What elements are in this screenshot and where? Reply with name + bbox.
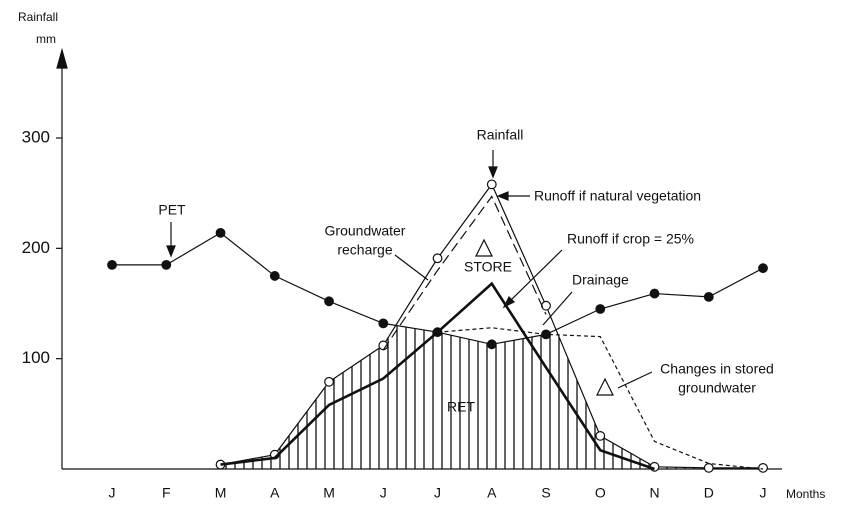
series-line — [382, 195, 547, 351]
series-line — [437, 327, 764, 470]
x-axis-label: Months — [786, 487, 825, 501]
series-label: Runoff if natural vegetation — [534, 188, 701, 204]
point — [107, 259, 117, 270]
point — [595, 304, 606, 314]
x-tick-label: M — [323, 485, 335, 501]
point — [595, 431, 606, 441]
y-axis-label: mm — [36, 32, 56, 46]
x-tick-label: D — [704, 485, 714, 501]
point — [215, 227, 226, 238]
x-tick-label: N — [649, 485, 659, 501]
x-tick-label: A — [270, 485, 280, 501]
series-label: PET — [158, 202, 186, 218]
x-tick-label: A — [487, 485, 497, 501]
x-tick-label: M — [215, 485, 227, 501]
point — [432, 253, 443, 264]
arrow — [542, 291, 573, 326]
y-tick-label: 200 — [22, 238, 50, 257]
triangle — [475, 238, 493, 257]
point — [649, 288, 660, 299]
hatch-area — [220, 232, 764, 469]
x-tick-label: O — [595, 485, 606, 501]
arrow — [507, 249, 563, 304]
point — [758, 462, 768, 473]
point — [486, 339, 497, 350]
x-tick-label: J — [109, 485, 116, 501]
x-tick-label: J — [760, 485, 767, 501]
point — [269, 271, 280, 281]
annotation: RET — [447, 399, 475, 415]
y-tick-label: 100 — [22, 348, 50, 367]
annotation: groundwater — [678, 380, 756, 396]
x-tick-label: F — [162, 485, 171, 501]
series-label: Rainfall — [477, 127, 524, 143]
point — [324, 376, 334, 387]
point — [161, 259, 172, 270]
annotation: recharge — [337, 242, 392, 258]
arrow — [394, 254, 429, 281]
series-label: Drainage — [572, 272, 629, 288]
point — [486, 179, 497, 190]
arrowhead — [496, 191, 509, 201]
triangle — [596, 377, 614, 396]
x-tick-label: S — [541, 485, 550, 501]
arrowhead — [166, 245, 176, 258]
y-axis-arrow — [56, 47, 68, 69]
y-axis-label: Rainfall — [18, 10, 58, 24]
x-tick-label: J — [380, 485, 387, 501]
arrowhead — [488, 166, 498, 179]
annotation: Groundwater — [325, 223, 406, 239]
point — [703, 462, 714, 473]
point — [324, 296, 334, 307]
series-label: Runoff if crop = 25% — [567, 231, 694, 247]
series-line — [220, 281, 655, 471]
arrow — [617, 371, 653, 389]
point — [378, 318, 389, 329]
point — [758, 263, 768, 274]
x-tick-label: J — [434, 485, 441, 501]
point — [541, 300, 551, 311]
annotation: STORE — [464, 259, 512, 275]
point — [703, 291, 714, 302]
annotation: Changes in stored — [660, 361, 774, 377]
y-tick-label: 300 — [22, 127, 50, 146]
